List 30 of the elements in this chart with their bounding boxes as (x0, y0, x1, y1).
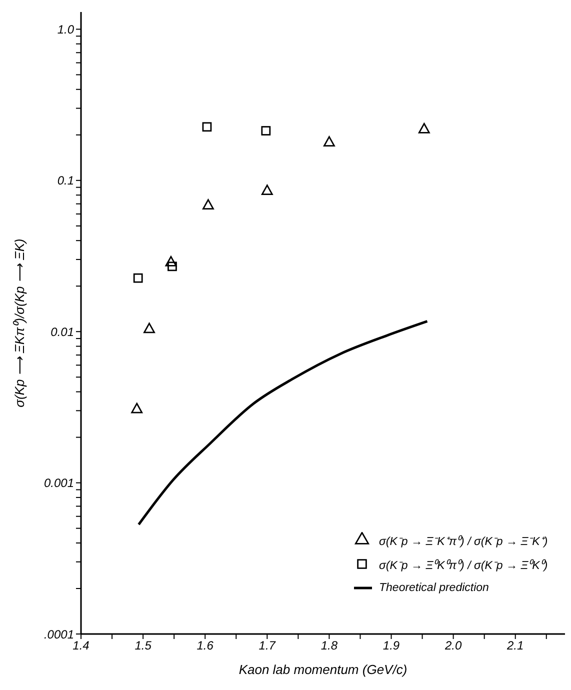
point (324, 136, 335, 147)
legend-label: σ(K⁻p → Ξ⁻K⁺π⁰) / σ(K⁻p → Ξ⁻K⁺) (379, 534, 548, 548)
point (418, 122, 430, 134)
y-axis-title: σ(Kp ⟶ ΞKπ⁰)/σ(Kp ⟶ ΞK) (12, 238, 27, 408)
point (261, 184, 273, 196)
y-tick-label: 0.01 (50, 324, 74, 339)
x-tick-label: 1.8 (320, 638, 338, 653)
y-tick-label: 1.0 (57, 22, 74, 36)
point (202, 199, 214, 210)
x-tick-label: 2.1 (506, 638, 524, 653)
x-tick-label: 1.7 (258, 638, 277, 653)
point (261, 126, 271, 136)
legend-label: σ(K⁻p → Ξ⁰K⁰π⁰) / σ(K⁻p → Ξ⁰K⁰) (379, 558, 548, 572)
x-tick-label: 1.6 (196, 638, 214, 653)
point (131, 402, 143, 414)
x-tick-label: 1.4 (72, 638, 90, 653)
y-tick-label: 0.001 (44, 476, 74, 490)
point (144, 322, 155, 334)
point (133, 273, 143, 283)
y-tick-label: 0.1 (57, 174, 74, 188)
legend-label: Theoretical prediction (379, 582, 489, 594)
x-axis-title: Kaon lab momentum (GeV/c) (238, 662, 408, 677)
y-tick-label: .0001 (44, 627, 74, 642)
x-tick-label: 1.9 (382, 638, 400, 653)
line-series (137, 320, 428, 526)
x-tick-label: 1.5 (134, 638, 152, 653)
point (168, 262, 177, 272)
point (202, 122, 212, 132)
x-tick-label: 2.0 (444, 638, 462, 653)
point (165, 256, 177, 266)
